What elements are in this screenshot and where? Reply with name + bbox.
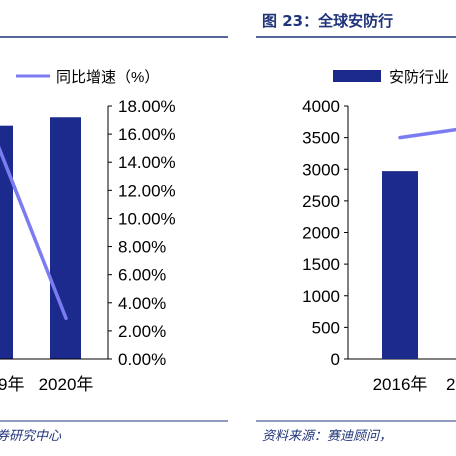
- right-bar-2016: [382, 171, 418, 359]
- right-xlabel-2016: 2016年: [373, 375, 428, 394]
- right-ytick-label: 2500: [302, 192, 340, 211]
- left-ytick-label: 8.00%: [118, 238, 166, 257]
- right-growth-line: [398, 127, 456, 140]
- right-legend-bar-swatch: [333, 70, 381, 82]
- left-x-axis-labels: 9年 2020年: [0, 375, 93, 394]
- right-ytick-label: 3500: [302, 129, 340, 148]
- right-x-axis-labels: 2016年 2: [373, 375, 456, 394]
- left-right-axis-ticks: 0.00% 2.00% 4.00% 6.00% 8.00% 10.00% 12.00% 14.…: [107, 97, 176, 369]
- right-bars: [382, 171, 418, 359]
- left-ytick-label: 14.00%: [118, 153, 176, 172]
- right-source-text: 资料来源：赛迪顾问，: [262, 428, 392, 444]
- right-legend-label: 安防行业: [389, 69, 449, 86]
- left-ytick-label: 18.00%: [118, 97, 176, 116]
- left-bars: [0, 117, 81, 359]
- right-line-series: [398, 127, 456, 140]
- right-ytick-label: 0: [331, 350, 340, 369]
- left-legend-label: 同比增速（%）: [56, 69, 159, 86]
- right-ytick-label: 500: [312, 318, 340, 337]
- right-chart-title: 图 23：全球安防行: [262, 12, 393, 30]
- right-panel: 图 23：全球安防行 安防行业 0 500 1000 1500 2000 2500 3000…: [256, 12, 456, 444]
- left-panel: 同比增速（%） 0.00% 2.00% 4.00% 6.00% 8.00% 10.00% 1…: [0, 36, 228, 444]
- right-ytick-label: 1500: [302, 255, 340, 274]
- right-ytick-label: 3000: [302, 160, 340, 179]
- left-xlabel-partial: 9年: [0, 375, 24, 394]
- right-ytick-label: 2000: [302, 224, 340, 243]
- left-ytick-label: 10.00%: [118, 209, 176, 228]
- right-left-axis-ticks: 0 500 1000 1500 2000 2500 3000 3500 4000: [302, 97, 348, 369]
- left-bar-1: [50, 117, 81, 359]
- right-xlabel-partial: 2: [446, 375, 455, 394]
- left-line-series: [0, 145, 68, 320]
- left-ytick-label: 6.00%: [118, 266, 166, 285]
- left-ytick-label: 16.00%: [118, 125, 176, 144]
- left-xlabel-2020: 2020年: [39, 375, 94, 394]
- left-ytick-label: 0.00%: [118, 350, 166, 369]
- left-ytick-label: 4.00%: [118, 294, 166, 313]
- right-ytick-label: 4000: [302, 97, 340, 116]
- left-growth-line: [0, 145, 68, 320]
- left-ytick-label: 2.00%: [118, 322, 166, 341]
- left-ytick-label: 12.00%: [118, 181, 176, 200]
- left-bar-0: [0, 125, 13, 359]
- right-ytick-label: 1000: [302, 287, 340, 306]
- left-source-text: 券研究中心: [0, 428, 62, 444]
